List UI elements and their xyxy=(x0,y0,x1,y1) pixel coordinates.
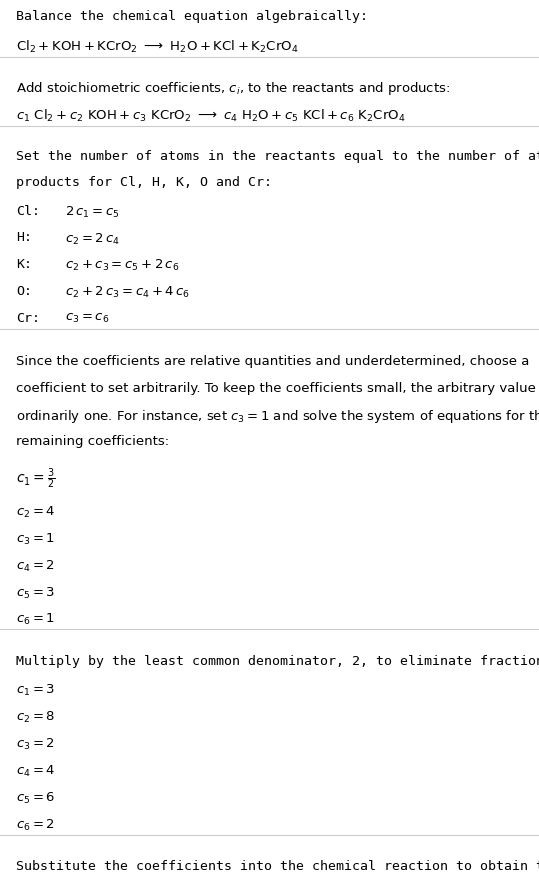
Text: products for Cl, H, K, O and Cr:: products for Cl, H, K, O and Cr: xyxy=(16,176,272,189)
Text: Since the coefficients are relative quantities and underdetermined, choose a: Since the coefficients are relative quan… xyxy=(16,355,529,368)
Text: $c_1 = \frac{3}{2}$: $c_1 = \frac{3}{2}$ xyxy=(16,467,56,492)
Text: Cl:: Cl: xyxy=(16,205,40,218)
Text: $c_2 = 4$: $c_2 = 4$ xyxy=(16,505,56,520)
Text: $c_6 = 2$: $c_6 = 2$ xyxy=(16,817,55,833)
Text: remaining coefficients:: remaining coefficients: xyxy=(16,435,169,448)
Text: $c_2 + c_3 = c_5 + 2\,c_6$: $c_2 + c_3 = c_5 + 2\,c_6$ xyxy=(65,258,179,274)
Text: $c_2 = 2\,c_4$: $c_2 = 2\,c_4$ xyxy=(65,231,120,247)
Text: Set the number of atoms in the reactants equal to the number of atoms in the: Set the number of atoms in the reactants… xyxy=(16,150,539,163)
Text: Multiply by the least common denominator, 2, to eliminate fractional coefficient: Multiply by the least common denominator… xyxy=(16,655,539,668)
Text: $c_1\ \mathrm{Cl_2} + c_2\ \mathrm{KOH} + c_3\ \mathrm{KCrO_2}\ \longrightarrow\: $c_1\ \mathrm{Cl_2} + c_2\ \mathrm{KOH} … xyxy=(16,108,406,124)
Text: $c_4 = 2$: $c_4 = 2$ xyxy=(16,559,55,574)
Text: $c_3 = 1$: $c_3 = 1$ xyxy=(16,532,55,547)
Text: Substitute the coefficients into the chemical reaction to obtain the balanced: Substitute the coefficients into the che… xyxy=(16,860,539,872)
Text: $c_3 = 2$: $c_3 = 2$ xyxy=(16,737,55,752)
Text: $c_1 = 3$: $c_1 = 3$ xyxy=(16,683,56,698)
Text: ordinarily one. For instance, set $c_3 = 1$ and solve the system of equations fo: ordinarily one. For instance, set $c_3 =… xyxy=(16,408,539,426)
Text: O:: O: xyxy=(16,285,32,298)
Text: Balance the chemical equation algebraically:: Balance the chemical equation algebraica… xyxy=(16,10,368,24)
Text: K:: K: xyxy=(16,258,32,271)
Text: Cr:: Cr: xyxy=(16,312,40,325)
Text: $c_5 = 6$: $c_5 = 6$ xyxy=(16,791,56,806)
Text: $c_6 = 1$: $c_6 = 1$ xyxy=(16,612,55,628)
Text: $c_2 = 8$: $c_2 = 8$ xyxy=(16,710,56,726)
Text: coefficient to set arbitrarily. To keep the coefficients small, the arbitrary va: coefficient to set arbitrarily. To keep … xyxy=(16,382,539,395)
Text: $2\,c_1 = c_5$: $2\,c_1 = c_5$ xyxy=(65,205,119,220)
Text: $\mathrm{Cl_2 + KOH + KCrO_2 \ \longrightarrow \ H_2O + KCl + K_2CrO_4}$: $\mathrm{Cl_2 + KOH + KCrO_2 \ \longrigh… xyxy=(16,38,299,55)
Text: Add stoichiometric coefficients, $c_i$, to the reactants and products:: Add stoichiometric coefficients, $c_i$, … xyxy=(16,80,451,97)
Text: $c_2 + 2\,c_3 = c_4 + 4\,c_6$: $c_2 + 2\,c_3 = c_4 + 4\,c_6$ xyxy=(65,285,190,300)
Text: $c_4 = 4$: $c_4 = 4$ xyxy=(16,764,56,779)
Text: $c_3 = c_6$: $c_3 = c_6$ xyxy=(65,312,109,325)
Text: $c_5 = 3$: $c_5 = 3$ xyxy=(16,585,56,601)
Text: H:: H: xyxy=(16,231,32,244)
